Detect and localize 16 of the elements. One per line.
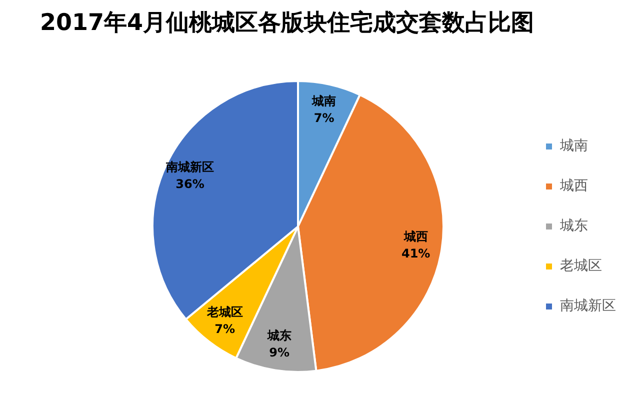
- data-label: 9%: [269, 345, 290, 360]
- slice-label: 城南: [311, 94, 336, 108]
- data-label: 7%: [314, 111, 334, 126]
- chart-title: 2017年4月仙桃城区各版块住宅成交套数占比图: [40, 8, 534, 36]
- slice-label: 城西: [402, 229, 428, 244]
- legend-label: 南城新区: [560, 298, 616, 314]
- legend-label: 城南: [559, 138, 588, 154]
- legend-label: 城东: [559, 218, 588, 234]
- slice-label: 城东: [266, 328, 292, 342]
- slice-label: 老城区: [206, 304, 243, 319]
- legend-label: 老城区: [560, 258, 602, 274]
- slice-label: 南城新区: [165, 160, 214, 174]
- legend-label: 城西: [559, 178, 588, 194]
- data-label: 36%: [176, 176, 204, 191]
- data-label: 41%: [401, 246, 430, 260]
- data-label: 7%: [214, 322, 236, 336]
